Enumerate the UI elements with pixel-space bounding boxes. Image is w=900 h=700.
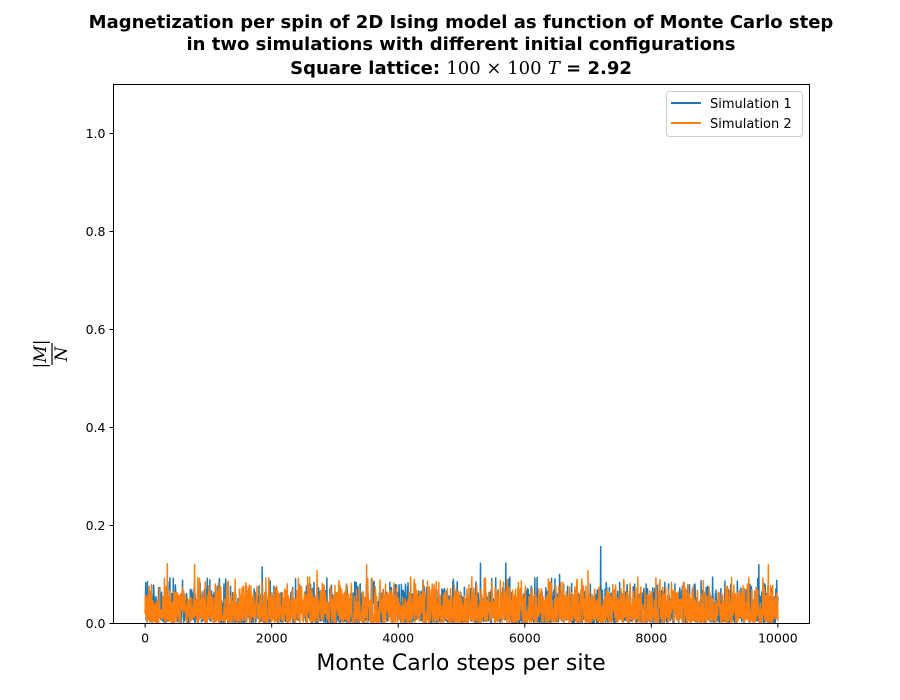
x-axis: 0 2000 4000 6000 8000 10000 <box>141 623 798 646</box>
y-axis-label-denominator: N <box>52 345 72 362</box>
legend: Simulation 1 Simulation 2 <box>666 91 803 137</box>
y-tick-label: 0.4 <box>86 420 106 435</box>
title-lattice-size: 100 × 100 <box>446 58 541 79</box>
x-tick-label: 2000 <box>256 631 288 646</box>
x-tick-label: 10000 <box>758 631 798 646</box>
legend-label-simulation-2: Simulation 2 <box>710 117 792 132</box>
title-temperature-symbol: T <box>548 58 562 79</box>
series-line-simulation-2 <box>144 562 779 625</box>
title-temperature-value: = 2.92 <box>560 58 632 79</box>
legend-label-simulation-1: Simulation 1 <box>710 97 792 112</box>
y-axis-label: |M| N <box>31 340 72 369</box>
chart-title-line-3: Square lattice: 100 × 100 T = 2.92 <box>290 58 632 79</box>
x-axis-label: Monte Carlo steps per site <box>316 651 605 676</box>
chart-title-line-2: in two simulations with different initia… <box>186 34 735 55</box>
y-axis-label-numerator: |M| <box>31 340 51 369</box>
y-tick-label: 0.0 <box>86 616 106 631</box>
y-axis: 0.0 0.2 0.4 0.6 0.8 1.0 <box>86 126 114 631</box>
x-tick-label: 8000 <box>635 631 667 646</box>
y-tick-label: 0.2 <box>86 518 106 533</box>
title-prefix: Square lattice: <box>290 58 446 79</box>
axes-frame <box>113 84 810 624</box>
x-tick-label: 0 <box>141 631 149 646</box>
plot-area <box>113 84 810 624</box>
y-tick-label: 0.8 <box>86 224 106 239</box>
x-tick-label: 4000 <box>382 631 414 646</box>
chart-title-line-1: Magnetization per spin of 2D Ising model… <box>89 12 834 33</box>
y-tick-label: 1.0 <box>86 126 106 141</box>
x-tick-label: 6000 <box>509 631 541 646</box>
series-layer <box>144 545 779 625</box>
y-tick-label: 0.6 <box>86 322 106 337</box>
